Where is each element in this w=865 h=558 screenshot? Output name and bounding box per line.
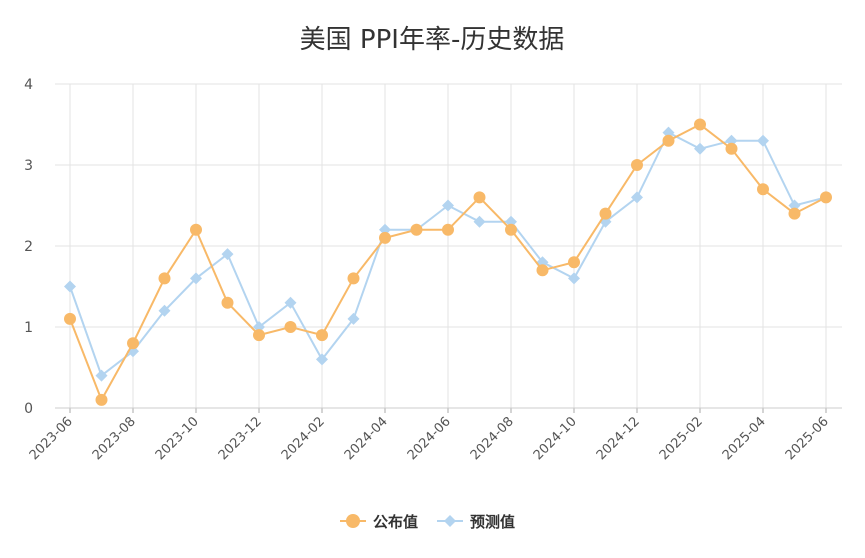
grid (55, 83, 842, 409)
published-point[interactable] (158, 272, 171, 285)
forecast-point[interactable] (757, 134, 769, 147)
published-point[interactable] (127, 337, 139, 350)
forecast-point[interactable] (221, 248, 234, 261)
published-point[interactable] (410, 223, 423, 236)
published-point[interactable] (568, 256, 580, 269)
x-tick-label: 2023-12 (216, 414, 265, 463)
forecast-point[interactable] (158, 304, 171, 317)
forecast-point[interactable] (95, 369, 108, 382)
forecast-point[interactable] (347, 312, 360, 325)
forecast-point[interactable] (190, 272, 202, 285)
published-point[interactable] (725, 142, 738, 155)
y-axis: 0 1 2 3 4 (24, 77, 33, 417)
published-point[interactable] (316, 329, 328, 342)
x-tick-label: 2025-06 (783, 414, 832, 463)
published-point[interactable] (631, 159, 643, 171)
legend-item-published[interactable]: 公布值 (340, 513, 418, 531)
y-tick-label: 0 (24, 401, 33, 417)
published-point[interactable] (694, 118, 706, 131)
published-point[interactable] (253, 329, 265, 342)
forecast-point[interactable] (284, 296, 297, 309)
x-tick-label: 2023-08 (90, 414, 139, 463)
chart-title: 美国 PPI年率-历史数据 (300, 25, 565, 55)
x-tick-label: 2024-04 (342, 414, 391, 463)
published-point[interactable] (505, 223, 517, 236)
legend-item-forecast[interactable]: 预测值 (437, 513, 515, 531)
series-group (64, 118, 832, 406)
forecast-point[interactable] (568, 272, 580, 285)
published-point[interactable] (95, 393, 108, 406)
x-tick-label: 2025-02 (657, 414, 706, 463)
legend-marker-circle[interactable] (346, 514, 360, 528)
y-tick-label: 4 (24, 77, 33, 93)
x-tick-label: 2024-10 (531, 414, 580, 463)
published-point[interactable] (190, 223, 202, 236)
x-axis: 2023-06 2023-08 2023-10 2023-12 2024-02 2024-… (27, 407, 842, 463)
forecast-point[interactable] (64, 280, 76, 293)
published-point[interactable] (662, 134, 675, 147)
published-point[interactable] (788, 207, 801, 220)
forecast-point[interactable] (316, 353, 328, 366)
published-point[interactable] (379, 231, 391, 244)
x-tick-label: 2024-08 (468, 414, 517, 463)
legend[interactable]: 公布值 预测值 (340, 513, 515, 531)
legend-label: 公布值 (373, 513, 418, 531)
x-tick-label: 2024-12 (594, 414, 643, 463)
published-point[interactable] (442, 223, 454, 236)
x-tick-label: 2023-06 (27, 414, 76, 463)
legend-label: 预测值 (470, 513, 515, 531)
published-point[interactable] (599, 207, 612, 220)
published-point[interactable] (820, 191, 832, 204)
x-tick-label: 2025-04 (720, 414, 769, 463)
legend-marker-diamond[interactable] (444, 515, 456, 527)
forecast-point[interactable] (631, 191, 643, 204)
forecast-point[interactable] (473, 215, 486, 228)
x-tick-label: 2024-06 (405, 414, 454, 463)
published-point[interactable] (536, 264, 549, 277)
published-point[interactable] (757, 183, 769, 196)
published-point[interactable] (473, 191, 486, 204)
published-point[interactable] (347, 272, 360, 285)
y-tick-label: 3 (24, 158, 33, 174)
y-tick-label: 1 (24, 320, 33, 336)
x-tick-label: 2024-02 (279, 414, 328, 463)
published-point[interactable] (221, 296, 234, 309)
published-point[interactable] (284, 321, 297, 333)
y-tick-label: 2 (24, 239, 33, 255)
x-tick-label: 2023-10 (153, 414, 202, 463)
forecast-point[interactable] (694, 142, 706, 155)
forecast-point[interactable] (442, 199, 454, 212)
published-point[interactable] (64, 312, 76, 325)
